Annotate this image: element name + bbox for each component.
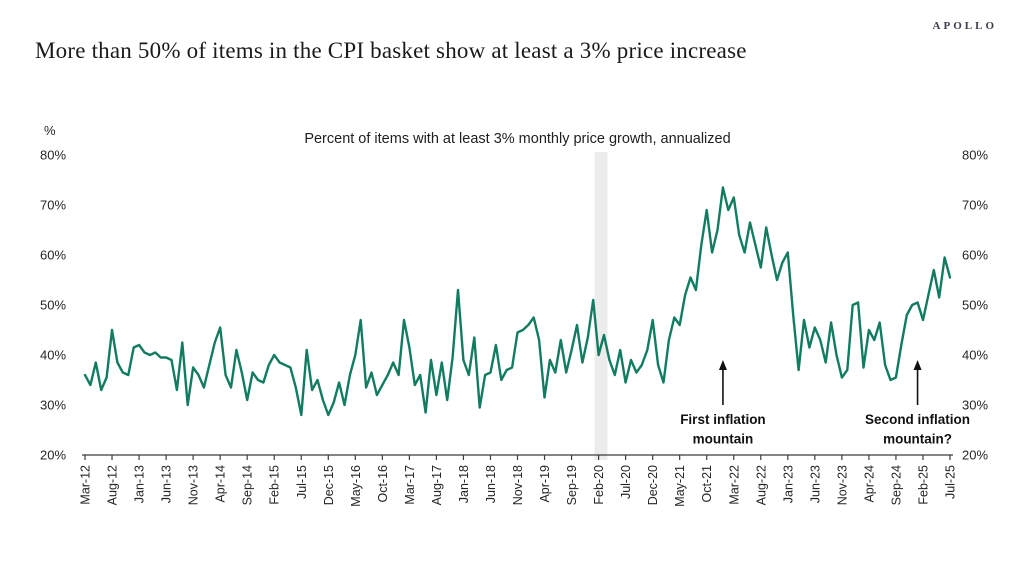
y-tick-label-left: 30% bbox=[40, 398, 66, 413]
y-axis-unit-label: % bbox=[44, 123, 56, 138]
x-tick-label: Jul-25 bbox=[944, 465, 958, 499]
y-tick-label-right: 40% bbox=[962, 348, 988, 363]
annotation-arrowhead bbox=[913, 360, 922, 370]
x-tick-label: Aug-17 bbox=[430, 465, 444, 505]
x-tick-label: Feb-20 bbox=[592, 465, 606, 505]
x-tick-label: Apr-24 bbox=[862, 465, 876, 503]
x-tick-label: Jul-20 bbox=[619, 465, 633, 499]
x-tick-label: Dec-20 bbox=[646, 465, 660, 505]
x-tick-label: Nov-18 bbox=[511, 465, 525, 505]
y-tick-label-left: 60% bbox=[40, 248, 66, 263]
x-tick-label: Aug-12 bbox=[106, 465, 120, 505]
chart-subtitle: Percent of items with at least 3% monthl… bbox=[304, 131, 731, 147]
y-tick-label-left: 50% bbox=[40, 298, 66, 313]
x-tick-label: Nov-13 bbox=[187, 465, 201, 505]
annotation-text: mountain? bbox=[883, 432, 952, 447]
y-tick-label-right: 60% bbox=[962, 248, 988, 263]
annotation-arrowhead bbox=[718, 360, 727, 370]
x-tick-label: Mar-12 bbox=[79, 465, 93, 505]
annotation-text: mountain bbox=[693, 432, 754, 447]
y-tick-label-right: 80% bbox=[962, 148, 988, 163]
y-tick-label-right: 70% bbox=[962, 198, 988, 213]
x-tick-label: Dec-15 bbox=[322, 465, 336, 505]
y-tick-label-right: 30% bbox=[962, 398, 988, 413]
x-tick-label: Oct-21 bbox=[700, 465, 714, 503]
x-tick-label: Mar-17 bbox=[403, 465, 417, 505]
x-tick-label: Jan-13 bbox=[133, 465, 147, 503]
y-tick-label-left: 70% bbox=[40, 198, 66, 213]
x-tick-label: Mar-22 bbox=[727, 465, 741, 505]
recession-band bbox=[594, 152, 608, 460]
x-tick-label: May-21 bbox=[673, 465, 687, 507]
y-tick-label-left: 80% bbox=[40, 148, 66, 163]
apollo-logo: APOLLO bbox=[932, 20, 997, 32]
x-tick-label: Jan-18 bbox=[457, 465, 471, 503]
x-tick-label: Jan-23 bbox=[781, 465, 795, 503]
x-tick-label: Apr-14 bbox=[214, 465, 228, 503]
x-tick-label: Jul-15 bbox=[295, 465, 309, 499]
x-tick-label: Jun-18 bbox=[484, 465, 498, 503]
y-tick-label-left: 40% bbox=[40, 348, 66, 363]
annotation-text: First inflation bbox=[680, 412, 766, 427]
x-tick-label: Sep-14 bbox=[241, 465, 255, 505]
y-tick-label-left: 20% bbox=[40, 448, 66, 463]
x-tick-label: Jun-13 bbox=[160, 465, 174, 503]
x-tick-label: May-16 bbox=[349, 465, 363, 507]
data-line bbox=[83, 186, 952, 417]
annotation-text: Second inflation bbox=[865, 412, 970, 427]
y-tick-label-right: 20% bbox=[962, 448, 988, 463]
x-tick-label: Feb-15 bbox=[268, 465, 282, 505]
x-tick-label: Sep-19 bbox=[565, 465, 579, 505]
x-tick-label: Oct-16 bbox=[376, 465, 390, 503]
x-tick-label: Jun-23 bbox=[808, 465, 822, 503]
x-tick-label: Sep-24 bbox=[889, 465, 903, 505]
x-tick-label: Aug-22 bbox=[754, 465, 768, 505]
page-title: More than 50% of items in the CPI basket… bbox=[35, 38, 747, 63]
x-tick-label: Nov-23 bbox=[835, 465, 849, 505]
y-tick-label-right: 50% bbox=[962, 298, 988, 313]
x-tick-label: Feb-25 bbox=[916, 465, 930, 505]
x-tick-label: Apr-19 bbox=[538, 465, 552, 503]
